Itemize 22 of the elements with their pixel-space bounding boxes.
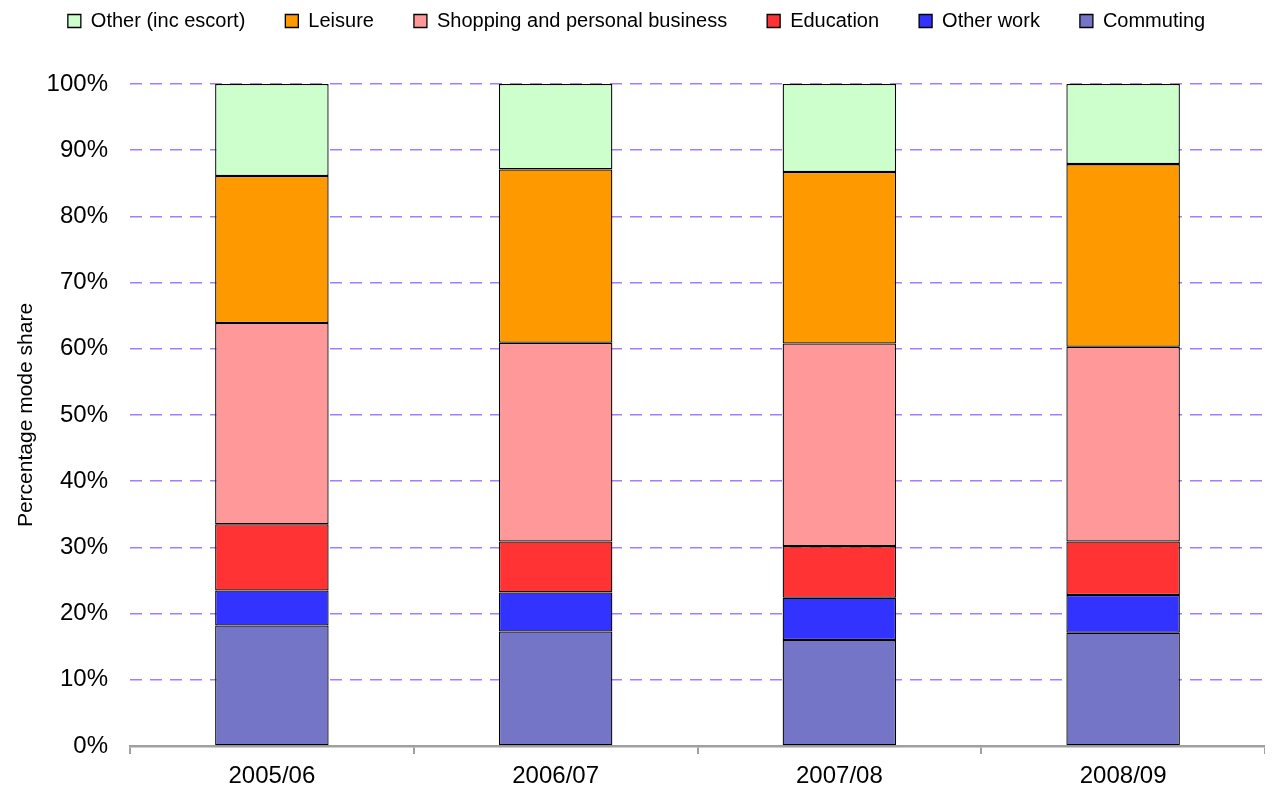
y-tick-label: 40%	[59, 465, 108, 493]
x-tick-label: 2007/08	[795, 761, 883, 789]
y-axis-title: Percentage mode share	[13, 302, 37, 528]
legend-label: Other work	[942, 8, 1041, 31]
y-tick-label: 80%	[59, 201, 108, 229]
y-tick-label: 0%	[73, 730, 108, 758]
y-tick-label: 60%	[59, 333, 108, 361]
y-tick-label: 50%	[59, 399, 108, 427]
y-tick-label: 20%	[59, 598, 108, 626]
legend-label: Education	[790, 8, 880, 31]
legend-label: Shopping and personal business	[436, 8, 728, 31]
y-tick-label: 100%	[46, 68, 108, 96]
legend-label: Commuting	[1102, 8, 1206, 31]
y-tick-label: 90%	[59, 134, 108, 162]
y-tick-label: 70%	[59, 267, 108, 295]
x-tick-label: 2005/06	[228, 761, 316, 789]
x-tick-label: 2006/07	[512, 761, 600, 789]
y-tick-label: 30%	[59, 532, 108, 560]
x-tick-label: 2008/09	[1079, 761, 1167, 789]
legend-label: Leisure	[308, 8, 374, 31]
legend-label: Other (inc escort)	[90, 8, 246, 31]
y-tick-label: 10%	[59, 664, 108, 692]
